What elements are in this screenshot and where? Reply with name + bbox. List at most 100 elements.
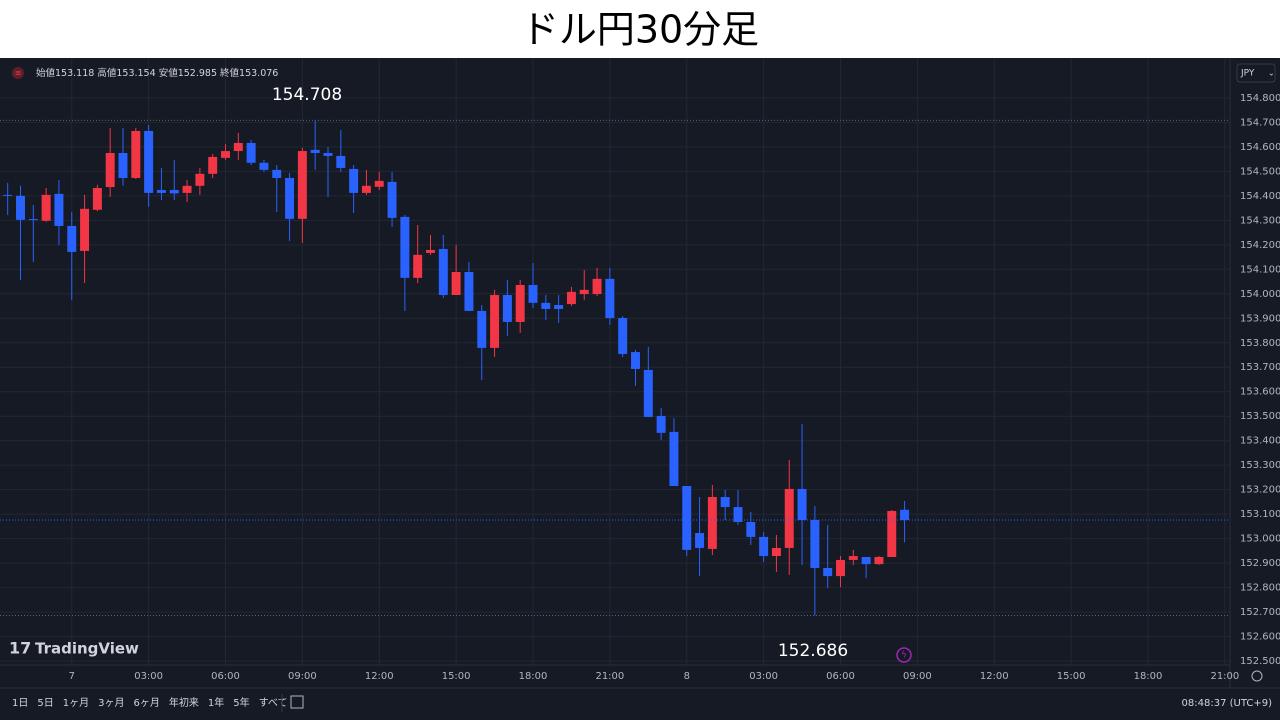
candle-body xyxy=(67,225,77,252)
candle-body xyxy=(221,151,230,158)
candle-body xyxy=(887,510,897,558)
candle-body xyxy=(400,216,410,278)
x-tick-label: 06:00 xyxy=(211,671,240,682)
legend-label: 安値 xyxy=(159,67,179,79)
range-button[interactable]: 3ヶ月 xyxy=(98,697,124,709)
candle-body xyxy=(592,278,602,295)
legend-value: 153.076 xyxy=(239,68,278,79)
candle-body xyxy=(502,295,512,322)
candle-body xyxy=(451,271,461,296)
candle-body xyxy=(426,249,435,253)
candle-body xyxy=(477,310,487,348)
x-tick-label: 18:00 xyxy=(1134,671,1163,682)
y-tick-label: 153.300 xyxy=(1240,460,1280,471)
candle-body xyxy=(848,556,858,560)
x-tick-label: 15:00 xyxy=(442,671,471,682)
candle-body xyxy=(874,557,884,565)
candle-body xyxy=(528,284,538,303)
symbol-icon xyxy=(12,67,24,79)
legend-value: 153.154 xyxy=(116,68,155,79)
range-button[interactable]: 6ヶ月 xyxy=(134,697,160,709)
x-tick-label: 8 xyxy=(684,671,690,682)
candle-body xyxy=(490,295,500,348)
y-tick-label: 152.700 xyxy=(1240,607,1280,618)
candle-body xyxy=(438,248,448,296)
legend-label: 高値 xyxy=(97,67,117,79)
candle-body xyxy=(797,488,807,521)
range-button[interactable]: 5日 xyxy=(37,698,53,709)
candle-body xyxy=(28,219,38,221)
y-tick-label: 154.200 xyxy=(1240,240,1280,251)
y-tick-label: 153.800 xyxy=(1240,338,1280,349)
candle-body xyxy=(759,536,769,557)
alert-glyph[interactable]: ϟ xyxy=(901,651,907,661)
x-tick-label: 15:00 xyxy=(1057,671,1086,682)
candle-body xyxy=(579,289,589,295)
candle-body xyxy=(810,520,820,569)
candle-body xyxy=(374,180,384,187)
x-tick-label: 12:00 xyxy=(980,671,1009,682)
candle-body xyxy=(41,194,51,221)
y-tick-label: 154.800 xyxy=(1240,93,1280,104)
candle-body xyxy=(631,352,640,369)
settings-icon[interactable] xyxy=(1251,670,1263,682)
x-tick-label: 03:00 xyxy=(749,671,778,682)
watermark-text: TradingView xyxy=(35,640,139,658)
x-tick-label: 12:00 xyxy=(365,671,394,682)
candle-body xyxy=(131,130,141,178)
currency-button[interactable] xyxy=(1236,63,1276,83)
alert-icon[interactable] xyxy=(896,647,912,663)
candle-body xyxy=(387,181,397,218)
currency-label[interactable]: JPY xyxy=(1240,69,1255,79)
y-tick-label: 153.600 xyxy=(1240,387,1280,398)
candle-body xyxy=(336,155,346,168)
y-tick-label: 154.100 xyxy=(1240,264,1280,275)
low-annotation: 152.686 xyxy=(778,641,848,661)
candle-body xyxy=(566,291,576,305)
candles xyxy=(0,119,1230,617)
y-tick-label: 153.100 xyxy=(1240,509,1280,520)
candle-body xyxy=(246,142,256,163)
candle-body xyxy=(92,188,102,210)
range-button[interactable]: 1ヶ月 xyxy=(63,697,89,709)
range-button[interactable]: 5年 xyxy=(233,696,249,709)
candle-body xyxy=(784,488,794,548)
range-button[interactable]: 年初来 xyxy=(169,696,199,709)
y-tick-label: 154.300 xyxy=(1240,215,1280,226)
y-tick-label: 153.700 xyxy=(1240,362,1280,373)
y-tick-label: 152.600 xyxy=(1240,632,1280,643)
y-tick-label: 154.600 xyxy=(1240,142,1280,153)
candle-body xyxy=(156,189,166,193)
candle-body xyxy=(285,177,295,219)
candle-body xyxy=(836,559,845,577)
legend-value: 153.118 xyxy=(55,68,94,79)
x-tick-label: 21:00 xyxy=(595,671,624,682)
candle-body xyxy=(746,521,756,537)
clock: 08:48:37 (UTC+9) xyxy=(1182,698,1273,709)
currency-dropdown[interactable]: ⌄ xyxy=(1268,69,1275,78)
y-tick-label: 152.800 xyxy=(1240,583,1280,594)
watermark: 17 TradingView xyxy=(9,639,139,658)
range-button[interactable]: 1日 xyxy=(12,698,28,709)
range-button[interactable]: 1年 xyxy=(208,696,224,709)
candle-body xyxy=(297,151,307,219)
range-button[interactable]: すべて xyxy=(259,697,288,709)
candle-body xyxy=(54,193,64,226)
toolbar: 1日 5日 1ヶ月 3ヶ月 6ヶ月 年初来 1年 5年 すべて xyxy=(12,696,288,709)
y-tick-label: 153.000 xyxy=(1240,534,1280,545)
candle-body xyxy=(720,497,730,508)
y-tick-label: 152.900 xyxy=(1240,558,1280,569)
ohlc-legend: 始値153.118 高値153.154 安値152.985 終値153.076 xyxy=(36,67,278,79)
candle-body xyxy=(272,169,282,178)
candle-body xyxy=(656,415,666,433)
candle-body xyxy=(182,185,192,193)
legend-label: 始値 xyxy=(36,67,56,79)
legend-value: 152.985 xyxy=(178,68,217,79)
candle-body xyxy=(554,305,564,309)
candle-body xyxy=(16,195,25,220)
candle-body xyxy=(195,173,205,186)
date-range-icon[interactable] xyxy=(290,695,304,709)
candle-body xyxy=(233,142,243,152)
candle-body xyxy=(464,271,474,311)
